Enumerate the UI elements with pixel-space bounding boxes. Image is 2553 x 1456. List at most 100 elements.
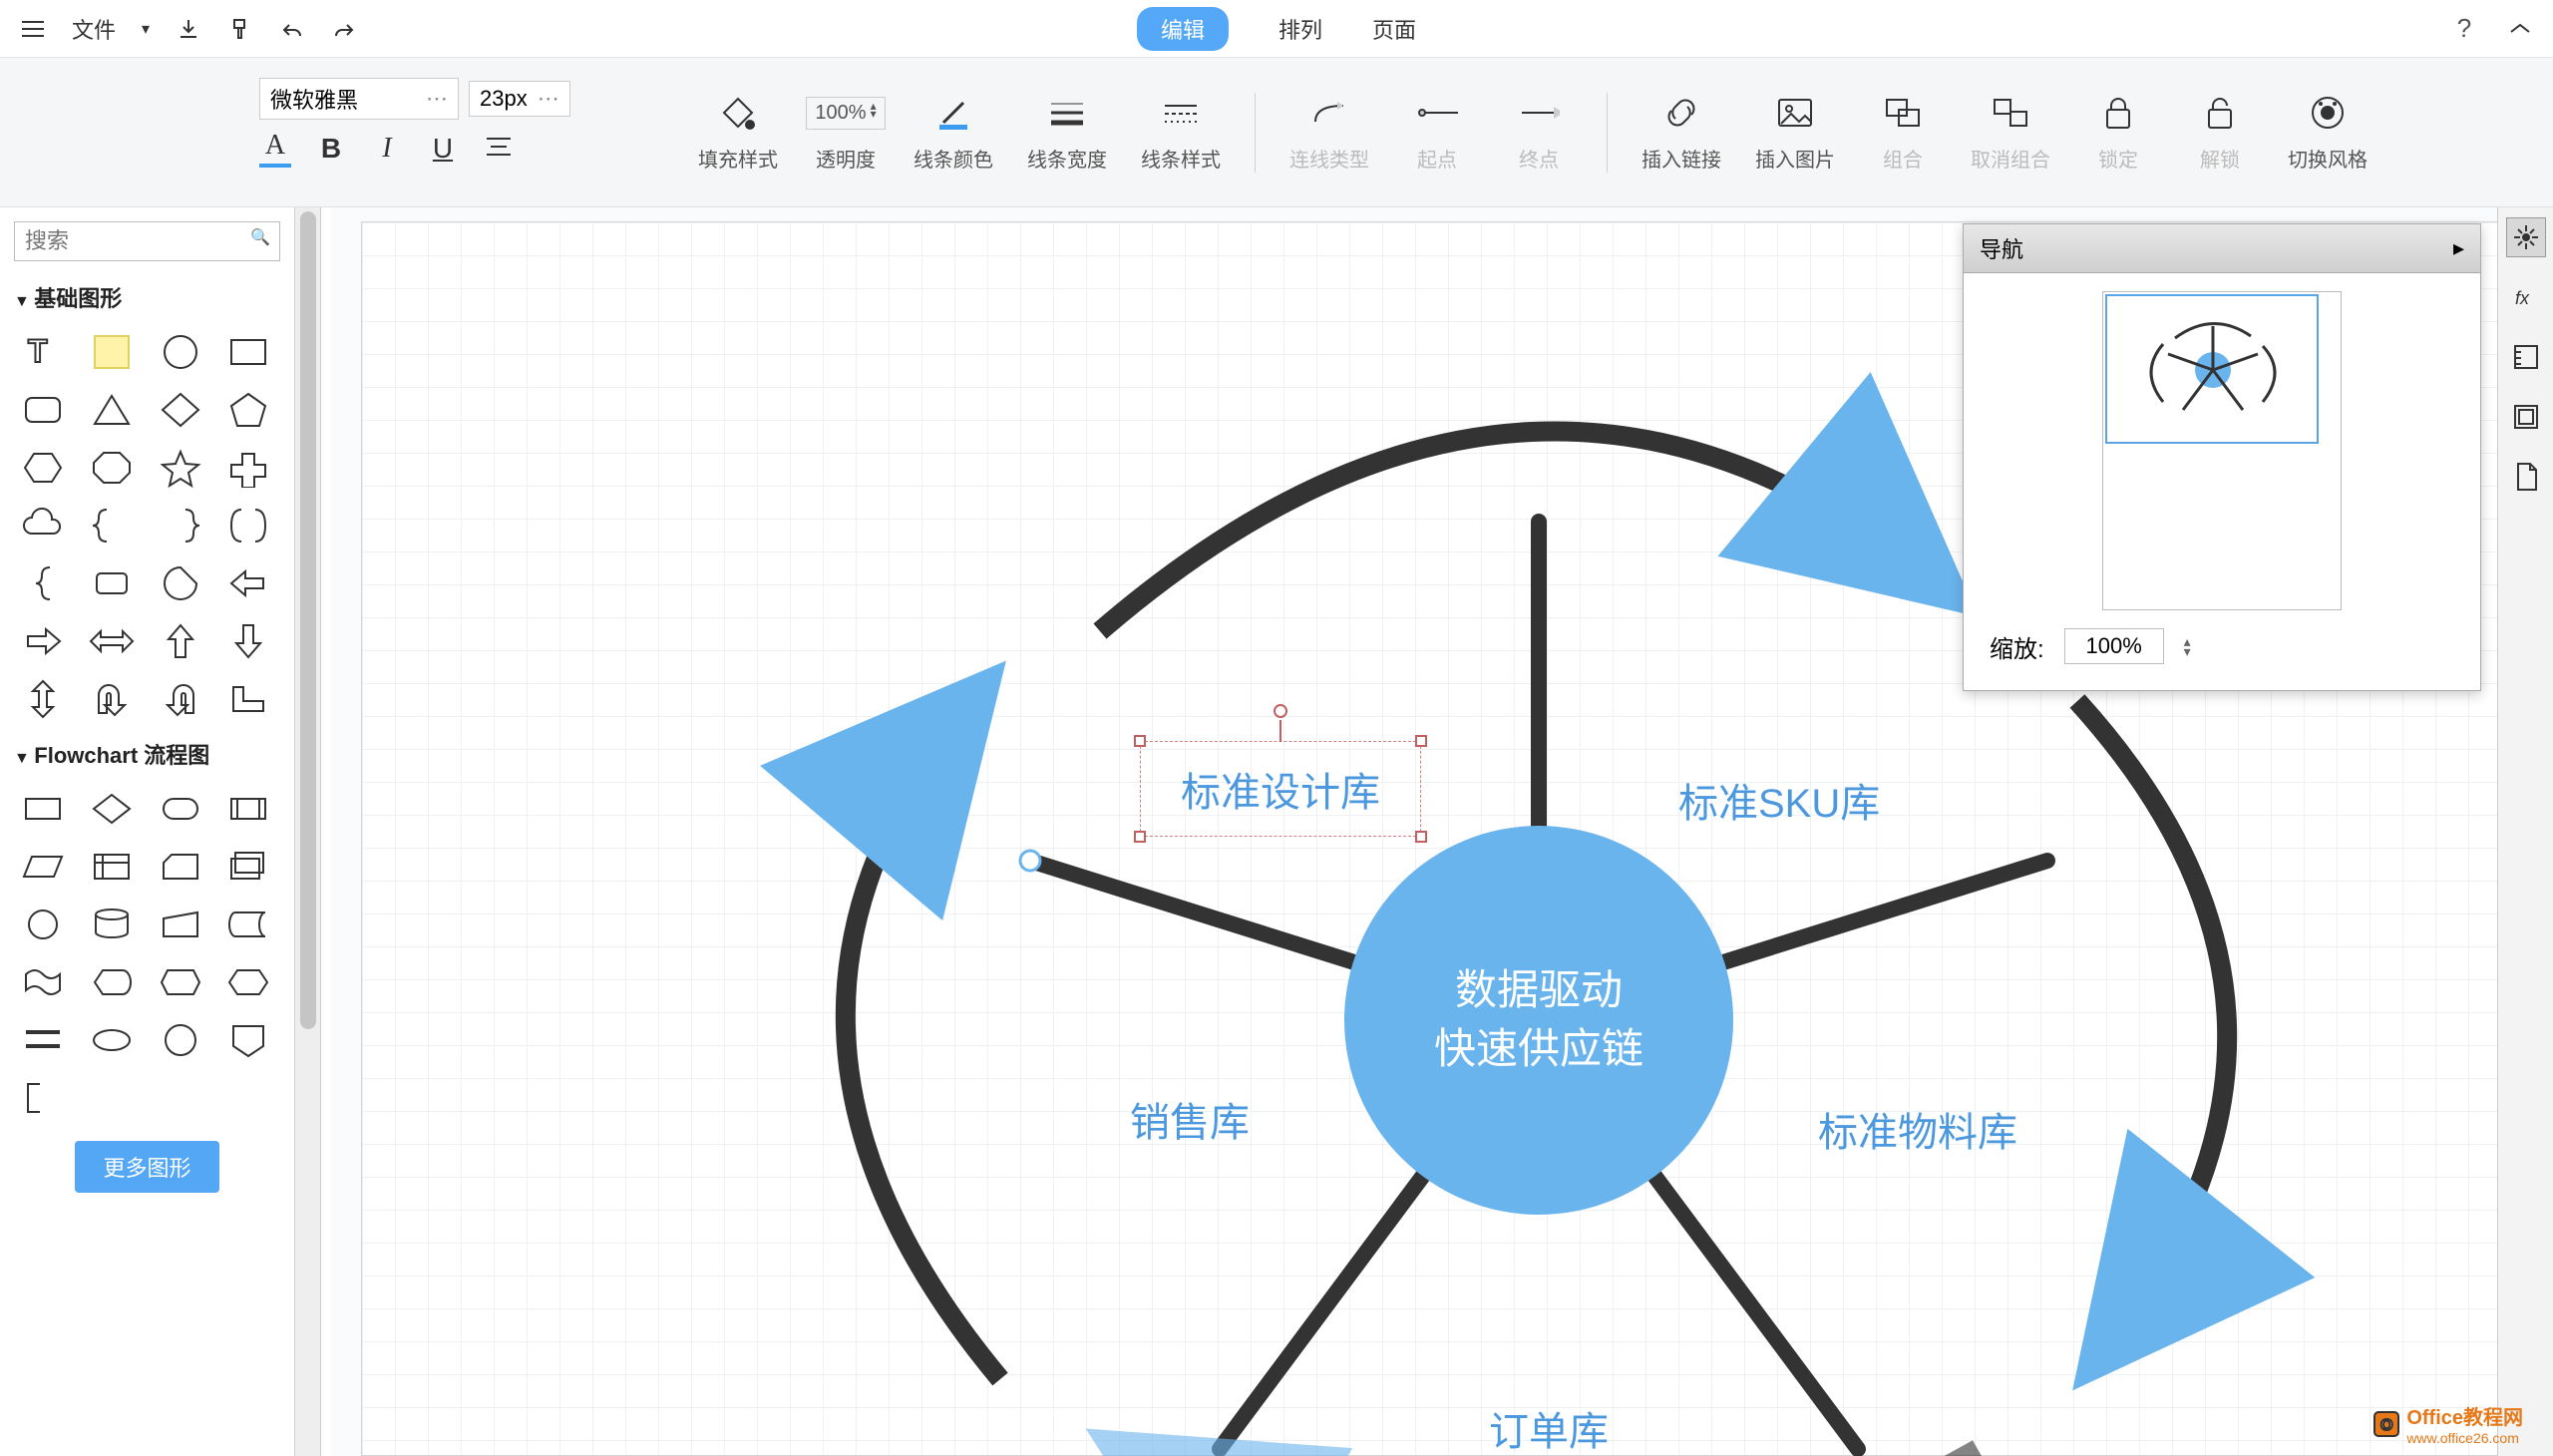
section-basic-shapes[interactable]: 基础图形: [0, 275, 294, 319]
opacity-button[interactable]: 100%▴▾ 透明度: [812, 92, 880, 173]
label-sku[interactable]: 标准SKU库: [1678, 771, 1880, 829]
shape-diamond[interactable]: [152, 385, 209, 435]
ungroup-button[interactable]: 取消组合: [1971, 92, 2050, 173]
shape-brace-l[interactable]: [83, 501, 141, 550]
shape-circle[interactable]: [152, 327, 209, 377]
zoom-input[interactable]: [2064, 628, 2164, 664]
shape-brace2[interactable]: [14, 558, 72, 608]
flow-manual[interactable]: [152, 900, 209, 949]
start-point-button[interactable]: 起点: [1403, 92, 1471, 173]
shape-arrow-ud[interactable]: [14, 674, 72, 724]
navigator-collapse-icon[interactable]: ▸: [2453, 235, 2464, 261]
sidebar-scrollbar[interactable]: [295, 207, 321, 1456]
flow-prep[interactable]: [219, 957, 277, 1007]
end-point-button[interactable]: 终点: [1505, 92, 1573, 173]
flow-internal[interactable]: [83, 842, 141, 892]
insert-link-button[interactable]: 插入链接: [1641, 92, 1721, 173]
redo-icon[interactable]: [331, 16, 357, 42]
shape-text[interactable]: T: [14, 327, 72, 377]
hamburger-icon[interactable]: [20, 16, 46, 42]
flow-annotation[interactable]: [14, 1073, 72, 1123]
format-painter-icon[interactable]: [227, 16, 253, 42]
shape-rect[interactable]: [219, 327, 277, 377]
shape-drop[interactable]: [152, 558, 209, 608]
flow-card[interactable]: [152, 842, 209, 892]
navigator-title-bar[interactable]: 导航 ▸: [1964, 224, 2480, 273]
shape-arrow-up[interactable]: [152, 616, 209, 666]
file-menu[interactable]: 文件: [72, 13, 116, 45]
rail-page-icon[interactable]: [2506, 457, 2546, 497]
rotation-handle[interactable]: [1274, 704, 1287, 718]
line-style-button[interactable]: 线条样式: [1141, 92, 1221, 173]
flow-collate[interactable]: [14, 1015, 72, 1065]
collapse-icon[interactable]: [2507, 16, 2533, 42]
flow-terminator[interactable]: [152, 784, 209, 834]
fill-style-button[interactable]: 填充样式: [698, 92, 778, 173]
navigator-panel[interactable]: 导航 ▸ 缩放: ▴▾: [1963, 223, 2481, 691]
flow-display[interactable]: [83, 957, 141, 1007]
shape-hexagon[interactable]: [14, 443, 72, 493]
flow-sort[interactable]: [83, 1015, 141, 1065]
unlock-button[interactable]: 解锁: [2186, 92, 2254, 173]
shape-star[interactable]: [152, 443, 209, 493]
shape-roundrect[interactable]: [14, 385, 72, 435]
flow-stored[interactable]: [219, 900, 277, 949]
undo-icon[interactable]: [279, 16, 305, 42]
shape-triangle[interactable]: [83, 385, 141, 435]
italic-button[interactable]: I: [371, 133, 403, 165]
shape-bracket[interactable]: [219, 501, 277, 550]
shape-uturn1[interactable]: [83, 674, 141, 724]
flow-or[interactable]: [152, 1015, 209, 1065]
help-icon[interactable]: ?: [2451, 16, 2477, 42]
flow-decision[interactable]: [83, 784, 141, 834]
align-button[interactable]: [483, 133, 515, 165]
bold-button[interactable]: B: [315, 133, 347, 165]
label-material[interactable]: 标准物料库: [1818, 1100, 2017, 1158]
shape-uturn2[interactable]: [152, 674, 209, 724]
section-flowchart[interactable]: Flowchart 流程图: [0, 732, 294, 776]
flow-connector[interactable]: [14, 900, 72, 949]
flow-offpage[interactable]: [219, 1015, 277, 1065]
hub-node[interactable]: 数据驱动 快速供应链: [1344, 826, 1733, 1215]
shape-arrow-down[interactable]: [219, 616, 277, 666]
shape-octagon[interactable]: [83, 443, 141, 493]
tab-page[interactable]: 页面: [1372, 13, 1416, 45]
group-button[interactable]: 组合: [1869, 92, 1937, 173]
selected-text-node[interactable]: 标准设计库: [1140, 741, 1421, 837]
shape-cloud[interactable]: [14, 501, 72, 550]
shape-sticky[interactable]: [83, 327, 141, 377]
flow-tape[interactable]: [14, 957, 72, 1007]
flow-multi[interactable]: [219, 842, 277, 892]
label-order[interactable]: 订单库: [1489, 1399, 1609, 1456]
shape-arrow-right[interactable]: [14, 616, 72, 666]
toggle-style-button[interactable]: 切换风格: [2288, 92, 2368, 173]
rail-formula-icon[interactable]: fx: [2506, 277, 2546, 317]
font-family-select[interactable]: 微软雅黑⋯: [259, 78, 459, 120]
shape-trap[interactable]: [83, 558, 141, 608]
shape-pentagon[interactable]: [219, 385, 277, 435]
label-sales[interactable]: 销售库: [1130, 1090, 1250, 1148]
rail-layers-icon[interactable]: [2506, 397, 2546, 437]
navigator-thumbnail[interactable]: [2102, 291, 2342, 610]
flow-manual-input[interactable]: [152, 957, 209, 1007]
connection-type-button[interactable]: 连线类型: [1289, 92, 1369, 173]
shape-search-input[interactable]: [14, 221, 280, 261]
shape-corner[interactable]: [219, 674, 277, 724]
shape-brace-r[interactable]: [152, 501, 209, 550]
flow-data[interactable]: [14, 842, 72, 892]
shape-arrow-lr[interactable]: [83, 616, 141, 666]
rail-ruler-icon[interactable]: [2506, 337, 2546, 377]
font-size-select[interactable]: 23px⋯: [469, 81, 570, 117]
insert-image-button[interactable]: 插入图片: [1755, 92, 1835, 173]
shape-plus[interactable]: [219, 443, 277, 493]
tab-edit[interactable]: 编辑: [1137, 7, 1229, 51]
shape-arrow-left[interactable]: [219, 558, 277, 608]
underline-button[interactable]: U: [427, 133, 459, 165]
more-shapes-button[interactable]: 更多图形: [75, 1141, 218, 1193]
font-color-button[interactable]: A: [259, 130, 291, 168]
tab-arrange[interactable]: 排列: [1278, 13, 1322, 45]
zoom-stepper[interactable]: ▴▾: [2184, 636, 2191, 656]
flow-process[interactable]: [14, 784, 72, 834]
flow-predefined[interactable]: [219, 784, 277, 834]
line-color-button[interactable]: 线条颜色: [913, 92, 993, 173]
